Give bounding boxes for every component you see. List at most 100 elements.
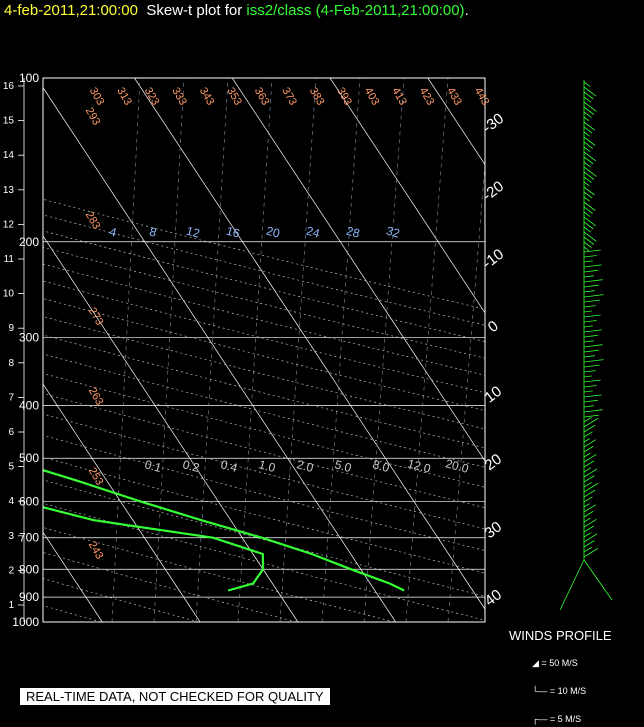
dry-adiabat-label: 313	[114, 86, 134, 108]
wind-barb	[583, 453, 597, 463]
wind-barb	[583, 260, 593, 263]
height-tick-label: 2	[8, 565, 14, 576]
height-tick-label: 3	[8, 531, 14, 542]
pressure-tick-label: 100	[19, 71, 39, 85]
wind-legend-5-text: = 5 M/S	[549, 714, 582, 724]
wind-barb	[583, 355, 595, 358]
dry-adiabat-line	[43, 527, 395, 622]
wind-barb	[583, 176, 592, 183]
wind-barb	[583, 166, 597, 177]
wind-barb	[583, 146, 591, 153]
isotherm-right-label: 20	[482, 451, 506, 475]
dataset-label: iss2/class (4-Feb-2011,21:00:00)	[246, 2, 465, 19]
wind-legend-10: └— = 10 M/S	[532, 686, 586, 696]
dry-adiabat-label: 363	[252, 86, 272, 108]
dry-adiabat-line	[43, 413, 485, 530]
wind-barb	[583, 340, 594, 343]
wind-barb	[583, 379, 601, 383]
wind-barb	[583, 191, 593, 199]
pressure-tick-label: 700	[19, 531, 39, 545]
dry-adiabat-label: 393	[334, 86, 354, 108]
mixing-ratio-line	[195, 78, 229, 622]
dry-adiabat-line	[43, 263, 485, 376]
wind-legend-50-text: = 50 M/S	[541, 658, 578, 668]
wind-barb	[583, 116, 590, 122]
mixing-ratio-label: 8	[148, 225, 158, 240]
wind-barb	[583, 91, 594, 100]
temperature-profile-line	[43, 469, 405, 592]
wind-barb	[583, 533, 598, 543]
wind-barb	[583, 496, 593, 503]
wind-barb	[583, 161, 592, 168]
mixing-ratio-line	[153, 78, 185, 622]
wind-barb	[583, 181, 590, 187]
mixing-ratio-label: 8.0	[371, 457, 391, 475]
height-tick-label: 12	[3, 219, 15, 230]
isotherm-line	[43, 531, 103, 622]
wind-legend-50: ◢ = 50 M/S	[532, 658, 578, 669]
isotherm-right-label: -30	[480, 110, 508, 137]
dry-adiabat-label: 283	[83, 210, 103, 232]
mixing-ratio-label: 5.0	[333, 457, 353, 475]
wind-barb	[583, 431, 593, 438]
height-tick-label: 1	[8, 600, 14, 611]
height-tick-label: 14	[3, 150, 15, 161]
wind-barb	[583, 511, 594, 518]
wind-legend-5-icon: ┌—	[532, 714, 548, 724]
dewpoint-profile-line	[43, 506, 265, 592]
mixing-ratio-label: 24	[305, 224, 322, 241]
wind-barb	[583, 349, 599, 353]
wind-barb	[583, 359, 604, 363]
wind-barb	[583, 540, 595, 548]
isotherm-right-label: 40	[482, 586, 506, 610]
dry-adiabat-label: 383	[307, 86, 327, 108]
wind-barb	[583, 121, 595, 131]
wind-barb	[583, 269, 598, 273]
pressure-tick-label: 400	[19, 399, 39, 413]
wind-barb	[583, 518, 597, 528]
wind-barb	[583, 525, 595, 533]
wind-barb	[583, 559, 613, 601]
wind-barb	[583, 136, 596, 146]
wind-barb	[583, 290, 595, 293]
wind-barb	[583, 249, 601, 253]
pressure-tick-label: 300	[19, 331, 39, 345]
wind-barb	[583, 438, 590, 443]
isotherm-line	[43, 87, 396, 622]
wind-barb	[583, 151, 597, 162]
dry-adiabat-label: 443	[472, 86, 492, 108]
wind-barb	[583, 231, 597, 242]
wind-barb	[583, 517, 591, 523]
dry-adiabat-line	[43, 502, 485, 621]
plot-prefix: Skew-t plot for	[146, 2, 243, 19]
plot-frame	[42, 77, 486, 623]
dry-adiabat-label: 333	[169, 86, 189, 108]
mixing-ratio-label: 28	[345, 224, 362, 241]
isotherm-right-label: 10	[482, 383, 506, 407]
height-tick-label: 15	[3, 116, 15, 127]
wind-barb	[583, 255, 597, 258]
dry-adiabat-label: 293	[83, 106, 103, 128]
mixing-ratio-label: 4	[108, 225, 118, 240]
height-tick-label: 13	[3, 185, 15, 196]
mixing-ratio-label: 2.0	[295, 457, 315, 475]
dry-adiabat-label: 273	[86, 306, 106, 328]
mixing-ratio-label: 20.0	[444, 456, 470, 476]
dry-adiabat-line	[43, 552, 297, 622]
wind-barb	[583, 264, 602, 268]
wind-legend-10-icon: └—	[532, 686, 548, 696]
isotherm-line	[43, 235, 299, 622]
mixing-ratio-label: 0.1	[143, 457, 163, 475]
mixing-ratio-line	[363, 78, 405, 622]
mixing-ratio-label: 0.2	[181, 457, 201, 475]
wind-barb	[583, 439, 597, 448]
wind-barb	[583, 370, 596, 373]
mixing-ratio-label: 20	[265, 224, 282, 241]
wind-legend-50-icon: ◢	[532, 658, 539, 668]
wind-barb	[583, 96, 592, 103]
dry-adiabat-label: 353	[224, 86, 244, 108]
wind-barb	[583, 299, 600, 303]
dry-adiabat-label: 423	[417, 86, 437, 108]
mixing-ratio-line	[279, 78, 317, 622]
